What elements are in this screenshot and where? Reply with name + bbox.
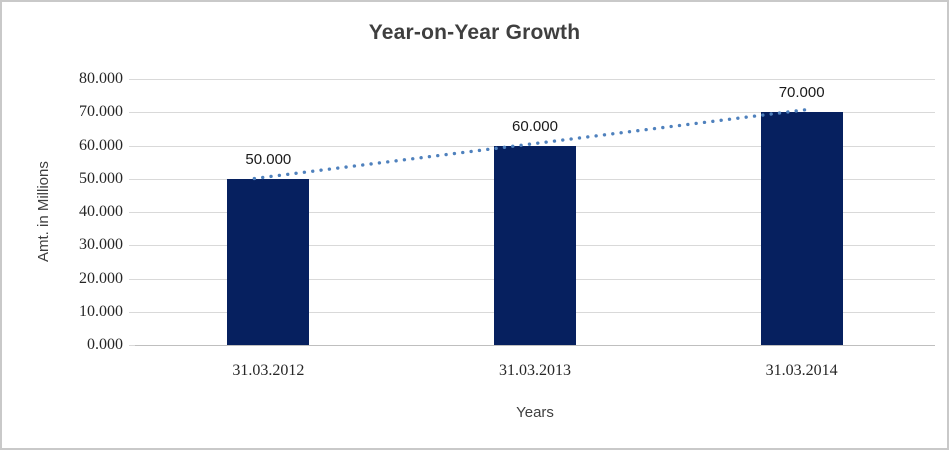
- x-tick-label: 31.03.2013: [499, 362, 571, 379]
- y-tick-label: 70.000: [79, 103, 123, 121]
- bar-value-label: 60.000: [512, 117, 558, 135]
- axis-tick-mark: [129, 178, 135, 180]
- bar: [227, 178, 310, 345]
- axis-tick-mark: [129, 311, 135, 313]
- gridline: [135, 79, 935, 80]
- y-tick-label: 40.000: [79, 203, 123, 220]
- axis-tick-mark: [129, 345, 135, 346]
- axis-tick-mark: [129, 145, 135, 147]
- bar-value-label: 70.000: [778, 84, 825, 102]
- y-tick-label: 10.000: [79, 302, 123, 320]
- y-tick-label: 20.000: [79, 269, 123, 287]
- bar-value-label: 50.000: [245, 150, 292, 168]
- axis-tick-mark: [129, 245, 135, 247]
- bar: [760, 112, 843, 345]
- y-tick-label: 60.000: [79, 136, 123, 154]
- axis-tick-mark: [129, 278, 135, 280]
- y-tick-label: 50.000: [79, 169, 123, 187]
- x-tick-label: 31.03.2012: [232, 362, 305, 379]
- x-tick-label: 31.03.2014: [765, 362, 838, 379]
- y-tick-label: 0.000: [87, 336, 123, 353]
- axis-tick-mark: [129, 212, 135, 213]
- axis-tick-mark: [129, 112, 135, 114]
- y-tick-label: 80.000: [79, 70, 123, 87]
- axis-tick-mark: [129, 79, 135, 80]
- bar: [494, 145, 576, 345]
- chart-title: Year-on-Year Growth: [368, 21, 581, 44]
- y-tick-label: 30.000: [79, 236, 123, 254]
- x-axis-title: Years: [516, 404, 554, 421]
